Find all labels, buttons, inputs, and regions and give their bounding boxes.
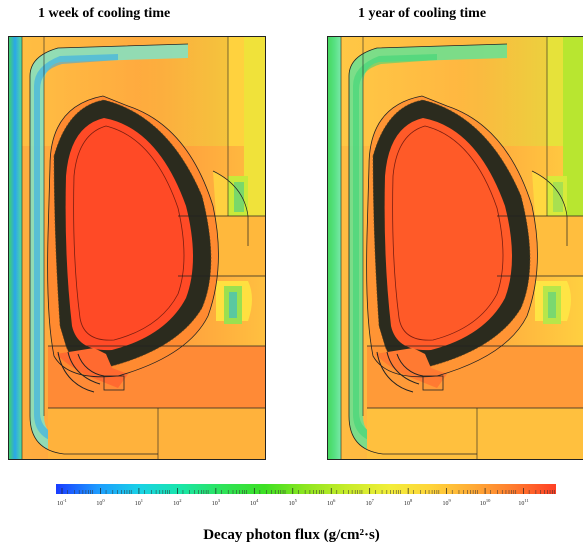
colorbar-tick-label: 101 [135, 498, 143, 507]
panel-title-week: 1 week of cooling time [38, 6, 171, 21]
panel-title-year: 1 year of cooling time [358, 6, 487, 21]
flux-map-week [8, 36, 266, 460]
colorbar-label: Decay photon flux (g/cm²·s) [203, 527, 380, 543]
flux-map-year [327, 36, 583, 460]
colorbar-tick-label: 106 [327, 498, 336, 507]
colorbar-tick-label: 108 [404, 498, 413, 507]
colorbar-tick-label: 1011 [518, 498, 528, 507]
colorbar-tick-label: 104 [250, 498, 259, 507]
colorbar-tick-label: 1010 [480, 498, 491, 507]
colorbar-tick-label: 105 [289, 498, 298, 507]
colorbar-tick-label: 107 [366, 498, 375, 507]
colorbar-tick-label: 109 [442, 498, 451, 507]
colorbar-tick-label: 10-1 [57, 498, 67, 507]
colorbar-tick-label: 103 [212, 498, 221, 507]
colorbar-tick-label: 102 [173, 498, 181, 507]
colorbar-graphic: 10-1 100 101 102 103 104 105 106 107 108 109 1010 10… [56, 484, 556, 507]
colorbar: 10-1 100 101 102 103 104 105 106 107 108 109 1010 10… [56, 484, 556, 510]
colorbar-tick-label: 100 [96, 498, 105, 507]
